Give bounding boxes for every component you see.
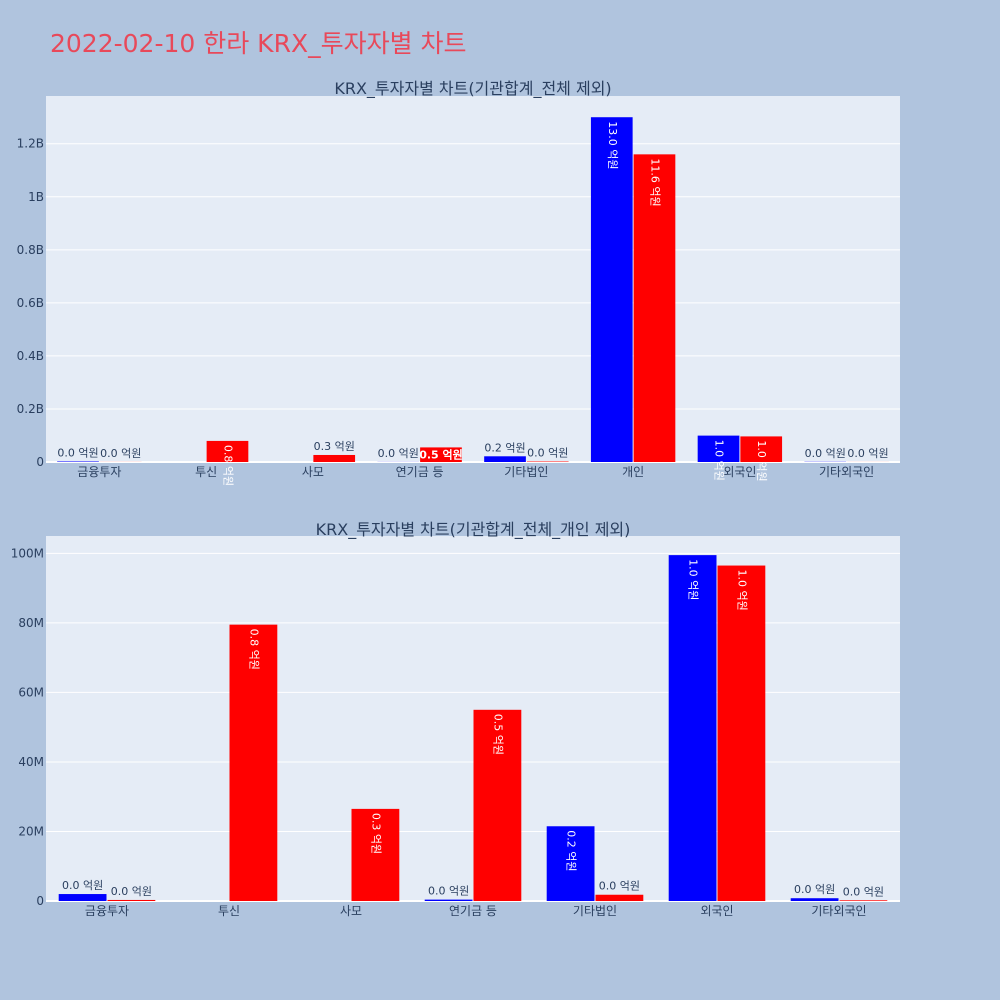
x-tick-label: 연기금 등 <box>449 904 497 918</box>
bar-label: 0.0 억원 <box>378 447 419 460</box>
bar <box>229 624 278 901</box>
bar-label: 0.8 억원 <box>247 629 260 670</box>
x-tick-label: 외국인 <box>723 465 756 479</box>
x-tick-label: 기타법인 <box>504 465 548 479</box>
x-tick-label: 사모 <box>340 904 362 918</box>
bar-label: 0.0 억원 <box>62 879 103 892</box>
chart-excluding-institutions: 0 0.2B 0.4B 0.6B 0.8B 1B 1.2B KRX_투자자별 차트(기관합계_… <box>17 79 900 486</box>
bar <box>206 440 249 462</box>
bar-label: 0.0 억원 <box>794 883 835 896</box>
chart-title: KRX_투자자별 차트(기관합계_전체_개인 제외) <box>316 520 631 540</box>
bar-label: 0.0 억원 <box>527 447 568 460</box>
x-tick-label: 기타외국인 <box>811 904 866 918</box>
bar-label: 11.6 억원 <box>648 158 661 206</box>
bar-label: 0.3 억원 <box>369 813 382 854</box>
y-tick-label: 100M <box>11 546 44 560</box>
bar <box>107 899 156 901</box>
bar <box>351 808 400 901</box>
bar <box>473 709 522 901</box>
bar-label: 0.5 억원 <box>491 714 504 755</box>
bar <box>668 555 717 901</box>
plot-area <box>46 96 900 462</box>
page-title: 2022-02-10 한라 KRX_투자자별 차트 <box>50 29 467 58</box>
bar-label: 1.0 억원 <box>755 440 768 481</box>
bar <box>740 436 783 462</box>
bar-label: 0.0 억원 <box>843 885 884 898</box>
bar-label: 13.0 억원 <box>606 121 619 169</box>
x-tick-label: 투신 <box>218 904 240 918</box>
bar <box>595 894 644 901</box>
bar <box>790 898 839 901</box>
x-tick-label: 연기금 등 <box>396 465 444 479</box>
bar <box>58 894 107 901</box>
bar-label: 0.0 억원 <box>100 447 141 460</box>
y-tick-label: 40M <box>18 755 44 769</box>
bar-label: 0.0 억원 <box>805 447 846 460</box>
chart-title: KRX_투자자별 차트(기관합계_전체 제외) <box>334 79 611 99</box>
y-tick-label: 0 <box>36 894 44 908</box>
x-tick-label: 투신 <box>195 465 217 479</box>
plot-area <box>46 536 900 901</box>
bar <box>484 456 526 462</box>
bar-label: 0.2 억원 <box>565 830 578 871</box>
bar-label: 0.0 억원 <box>111 885 152 898</box>
bar-label: 0.0 억원 <box>847 447 888 460</box>
bar <box>839 900 888 901</box>
bar <box>424 899 473 901</box>
bar-label: 0.0 억원 <box>57 446 98 459</box>
bar-label: 1.0 억원 <box>735 570 748 611</box>
bar-label: 0.3 억원 <box>314 440 355 453</box>
bar <box>633 154 676 462</box>
y-tick-label: 0 <box>36 455 44 469</box>
bar-label: 1.0 억원 <box>687 559 700 600</box>
bar-label: 0.2 억원 <box>484 441 525 454</box>
bar <box>57 461 99 462</box>
bar-label: 0.0 억원 <box>599 880 640 893</box>
y-tick-label: 0.8B <box>17 243 44 257</box>
x-tick-label: 외국인 <box>700 904 733 918</box>
y-tick-label: 1.2B <box>17 137 44 151</box>
y-tick-label: 0.2B <box>17 402 44 416</box>
y-tick-label: 20M <box>18 824 44 838</box>
bar <box>313 454 356 462</box>
bar <box>420 447 462 462</box>
x-tick-label: 개인 <box>622 465 644 479</box>
bar <box>697 435 740 462</box>
y-tick-label: 60M <box>18 685 44 699</box>
y-tick-label: 80M <box>18 616 44 630</box>
bar <box>590 117 633 462</box>
bar-label: 1.0 억원 <box>713 440 726 481</box>
x-tick-label: 기타외국인 <box>819 465 874 479</box>
x-tick-label: 기타법인 <box>573 904 617 918</box>
y-tick-label: 1B <box>28 190 44 204</box>
x-tick-label: 금융투자 <box>85 904 129 918</box>
bar <box>717 565 766 901</box>
bar-label: 0.0 억원 <box>428 885 469 898</box>
x-tick-label: 사모 <box>302 465 324 479</box>
bar-label: 0.5 억원 <box>419 448 463 462</box>
y-tick-label: 0.4B <box>17 349 44 363</box>
bar-label: 0.8 억원 <box>221 445 234 486</box>
x-tick-label: 금융투자 <box>77 465 121 479</box>
y-tick-label: 0.6B <box>17 296 44 310</box>
bar <box>546 826 595 901</box>
